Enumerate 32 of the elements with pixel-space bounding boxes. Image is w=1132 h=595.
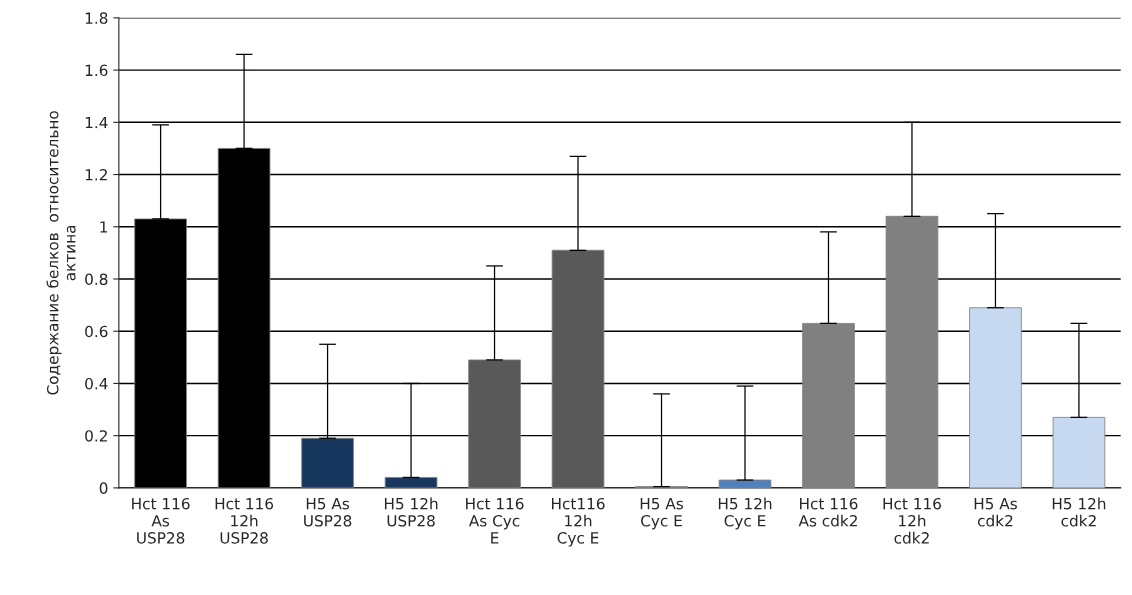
y-tick-label: 1 [100,221,108,233]
y-tick-label: 1.4 [85,116,108,129]
x-tick-label: H5 12h USP28 [384,497,438,527]
x-tick-label: H5 12h Cyc E [718,497,772,530]
x-tick-label: H5 As USP28 [304,498,352,527]
x-tick-label: H5 As Cyc E [640,498,683,530]
y-tick-label: 1.8 [85,12,108,24]
bar [969,307,1022,488]
y-axis-title: Содержание белков относительно актина [46,111,76,395]
x-tick-label: Hct 116 As cdk2 [798,497,858,527]
bar [718,479,772,488]
x-tick-label: Hct 116 As USP28 [132,497,190,544]
bar [802,322,855,488]
x-tick-label: H5 As cdk2 [974,498,1017,527]
bar [1052,416,1106,488]
y-tick-label: 0.2 [85,430,107,442]
bar [468,359,521,488]
y-tick-label: 1.6 [85,64,108,77]
y-tick-label: 0.6 [85,325,108,338]
y-tick-label: 0 [99,482,108,494]
x-tick-label: Hct 116 As Cyc E [466,497,524,544]
y-tick-label: 0.8 [85,273,108,286]
x-tick-label: Hct 116 12h USP28 [215,497,274,544]
x-tick-label: Hct 116 12h cdk2 [883,497,941,544]
y-tick-label: 1.2 [85,169,107,181]
bar [885,215,939,488]
bar [551,249,605,488]
x-tick-label: Hct116 12h Cyc E [552,497,605,547]
x-tick-label: H5 12h cdk2 [1052,497,1106,527]
y-tick-label: 0.4 [85,377,108,390]
bar [384,477,438,488]
bar [301,437,354,488]
